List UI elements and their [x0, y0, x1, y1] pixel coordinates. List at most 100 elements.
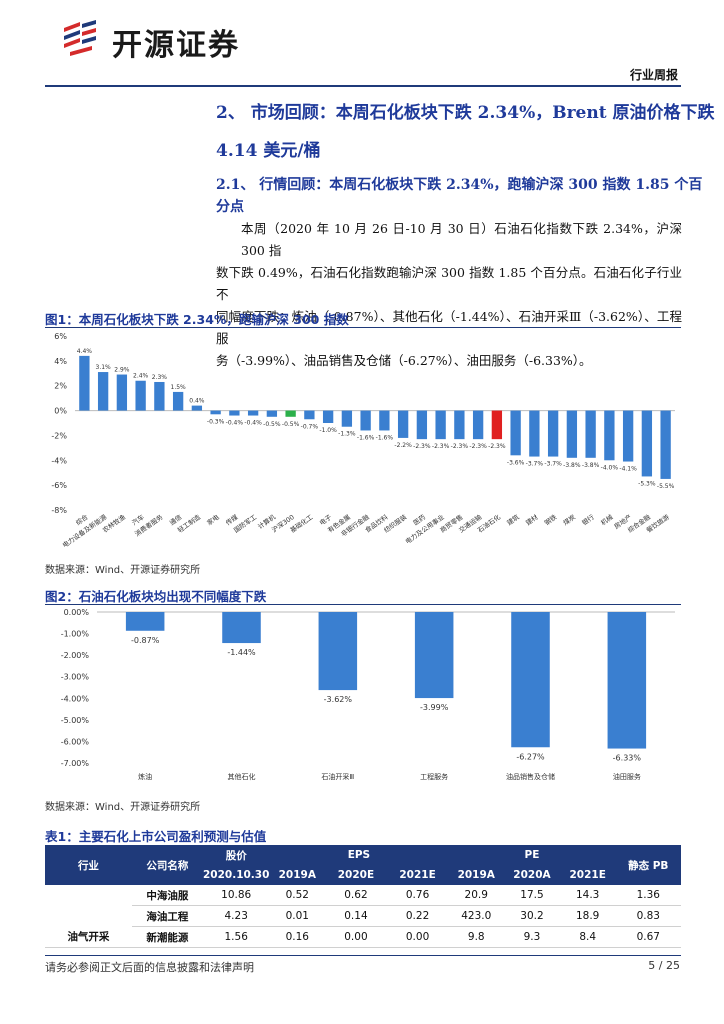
category-label: 煤炭: [561, 512, 577, 527]
eps-cell: 0.00: [325, 926, 387, 948]
price-cell: 4.23: [202, 905, 270, 927]
y-tick-label: -4%: [51, 456, 67, 465]
eps-cell: 0.14: [325, 905, 387, 927]
data-label: -3.62%: [324, 695, 353, 704]
paragraph-line: 数下跌 0.49%，石油石化指数跑输沪深 300 指数 1.85 个百分点。石油…: [216, 265, 682, 302]
category-label: 其他石化: [228, 772, 256, 781]
data-label: 4.4%: [77, 348, 93, 355]
sub-heading: 2.1、 行情回顾：本周石化板块下跌 2.34%，跑输沪深 300 指数 1.8…: [216, 177, 703, 193]
data-label: 1.5%: [171, 384, 187, 391]
pe-cell: 20.9: [448, 885, 505, 906]
eps-cell: 0.62: [325, 885, 387, 906]
bar: [547, 410, 559, 457]
data-label: -2.3%: [432, 443, 450, 450]
table1-title: 表1：主要石化上市公司盈利预测与估值: [45, 829, 267, 844]
bar: [510, 410, 521, 456]
company-cell: 新潮能源: [131, 926, 203, 948]
table-row: 海油工程 4.23 0.01 0.14 0.22 423.0 30.2 18.9…: [45, 905, 681, 927]
data-label: 2.4%: [133, 373, 149, 380]
bar: [397, 410, 409, 438]
col-pe-year: 2021E: [559, 865, 616, 885]
data-label: -0.4%: [226, 420, 244, 427]
bar: [416, 410, 428, 440]
data-label: -5.5%: [657, 483, 675, 490]
data-label: -5.3%: [638, 480, 656, 487]
data-label: -2.3%: [469, 443, 487, 450]
y-tick-label: -2%: [51, 431, 67, 440]
col-eps: EPS: [269, 845, 449, 865]
col-pe: PE: [448, 845, 616, 865]
y-tick-label: -7.00%: [61, 759, 90, 768]
y-tick-label: -5.00%: [61, 716, 90, 725]
bar: [247, 410, 259, 416]
paragraph-line: 同幅度下跌：炼油（-0.87%）、其他石化（-1.44%）、石油开采Ⅲ（-3.6…: [216, 309, 682, 346]
category-label: 建材: [524, 512, 540, 527]
category-label: 石油开采Ⅲ: [321, 772, 354, 781]
bar: [435, 410, 446, 440]
company-cell: 海油工程: [131, 905, 203, 927]
data-label: -1.6%: [376, 434, 394, 441]
y-tick-label: 4%: [54, 357, 67, 366]
figure2-rule: [45, 604, 681, 605]
bar: [125, 612, 165, 631]
data-label: -3.99%: [420, 703, 449, 712]
col-pb: 静态 PB: [615, 845, 681, 885]
pe-cell: 14.3: [559, 885, 616, 906]
eps-cell: 0.16: [269, 926, 326, 948]
y-tick-label: -6.00%: [61, 737, 90, 746]
pe-cell: 423.0: [448, 905, 505, 927]
price-cell: 1.56: [202, 926, 270, 948]
data-label: 2.3%: [152, 374, 168, 381]
y-tick-label: -3.00%: [61, 673, 90, 682]
bar: [266, 410, 278, 417]
col-pe-year: 2019A: [448, 865, 505, 885]
col-price: 股价: [202, 845, 270, 865]
report-type: 行业周报: [629, 68, 678, 82]
brand-logo: [62, 18, 102, 58]
data-label: -2.3%: [451, 443, 469, 450]
eps-cell: 0.52: [269, 885, 326, 906]
eps-cell: 0.00: [386, 926, 449, 948]
data-label: -4.1%: [619, 466, 637, 473]
bar: [379, 410, 390, 431]
bar: [97, 372, 109, 411]
bar: [191, 405, 203, 411]
pe-cell: 9.8: [448, 926, 505, 948]
category-label: 家电: [205, 512, 221, 527]
col-price-date: 2020.10.30: [202, 865, 270, 885]
paragraph-line: 本周（2020 年 10 月 26 日-10 月 30 日）石油石化指数下跌 2…: [241, 221, 682, 258]
pe-cell: 17.5: [504, 885, 560, 906]
bar: [511, 612, 550, 748]
bar: [304, 410, 315, 420]
figure1-source: 数据来源：Wind、开源证券研究所: [45, 565, 201, 576]
bar: [454, 410, 465, 440]
figure1-title: 图1：本周石化板块下跌 2.34%，跑输沪深 300 指数: [45, 312, 349, 327]
category-label: 炼油: [138, 772, 152, 781]
bar: [341, 410, 353, 427]
header-rule: [45, 85, 681, 87]
data-label: -0.3%: [207, 418, 225, 425]
col-eps-year: 2020E: [325, 865, 387, 885]
price-cell: 10.86: [202, 885, 270, 906]
data-label: -0.87%: [131, 636, 160, 645]
bar: [229, 410, 240, 416]
pe-cell: 8.4: [559, 926, 616, 948]
y-tick-label: 0.00%: [64, 608, 90, 617]
table-row: 新潮能源 1.56 0.16 0.00 0.00 9.8 9.3 8.4 0.6…: [45, 926, 681, 948]
figure2-title: 图2：石油石化板块均出现不同幅度下跌: [45, 589, 267, 604]
category-label: 工程服务: [420, 772, 448, 781]
data-label: -6.33%: [613, 754, 642, 763]
col-industry: 行业: [45, 845, 132, 885]
bar: [607, 612, 647, 749]
pe-cell: 9.3: [504, 926, 560, 948]
eps-cell: 0.22: [386, 905, 449, 927]
col-eps-year: 2021E: [386, 865, 449, 885]
y-tick-label: 0%: [54, 407, 67, 416]
bar: [566, 410, 578, 458]
data-label: -2.2%: [394, 442, 412, 449]
bar: [210, 410, 221, 415]
data-label: -3.8%: [582, 462, 600, 469]
bar: [116, 374, 128, 411]
y-tick-label: -8%: [51, 506, 67, 515]
pb-cell: 1.36: [615, 885, 681, 906]
